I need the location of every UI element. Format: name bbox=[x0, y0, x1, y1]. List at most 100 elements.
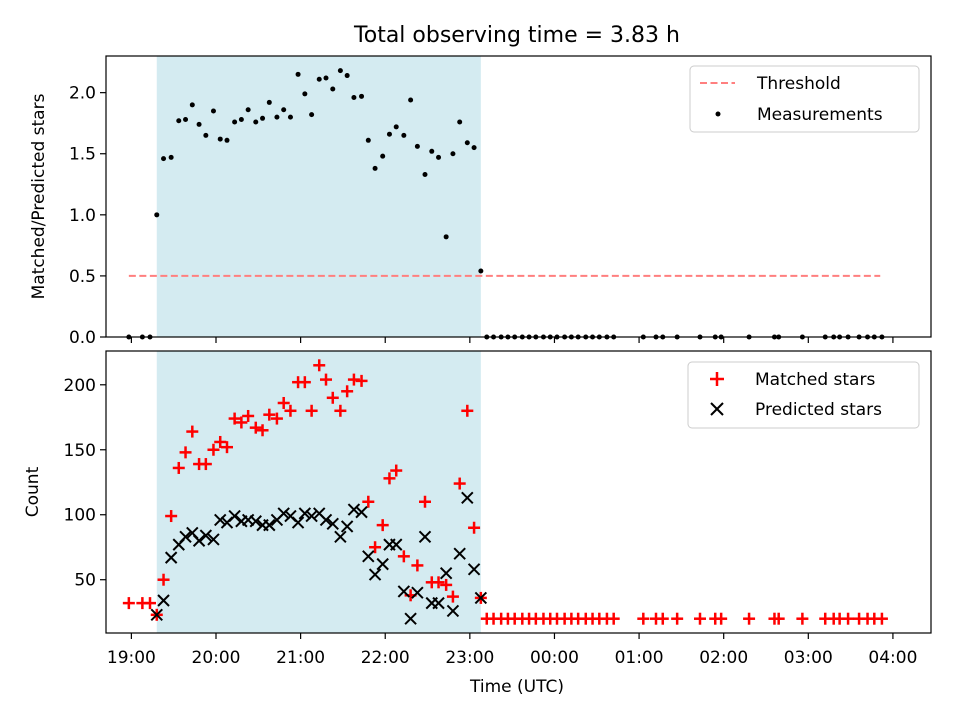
matched-star-point bbox=[207, 443, 220, 456]
predicted-star-point bbox=[418, 530, 432, 544]
matched-star-point bbox=[270, 412, 283, 425]
measurement-point bbox=[337, 68, 343, 74]
x-tick-label: 22:00 bbox=[361, 648, 410, 668]
legend-measurement-swatch bbox=[715, 111, 721, 117]
ratio-y-tick-label: 2.0 bbox=[69, 84, 96, 104]
matched-star-point bbox=[355, 374, 368, 387]
ratio-y-tick-label: 1.0 bbox=[69, 206, 96, 226]
measurement-point bbox=[471, 145, 477, 151]
matched-star-point bbox=[772, 612, 785, 625]
measurement-point bbox=[436, 154, 442, 160]
matched-star-point bbox=[235, 416, 248, 429]
predicted-star-point bbox=[179, 530, 192, 544]
matched-star-point bbox=[277, 396, 290, 409]
predicted-star-point bbox=[432, 596, 445, 610]
measurement-point bbox=[203, 132, 209, 138]
count-y-tick-label: 100 bbox=[64, 506, 96, 526]
x-tick-label: 01:00 bbox=[615, 648, 664, 668]
measurement-point bbox=[323, 75, 329, 81]
predicted-star-point bbox=[207, 533, 220, 546]
ratio-panel: 0.00.51.01.52.0 Matched/Predicted stars … bbox=[29, 55, 932, 348]
measurement-point bbox=[281, 107, 287, 113]
matched-star-point bbox=[432, 576, 445, 589]
x-tick-label: 00:00 bbox=[530, 648, 579, 668]
ratio-y-tick-label: 1.5 bbox=[69, 145, 96, 165]
matched-star-point bbox=[214, 435, 227, 448]
matched-star-point bbox=[122, 597, 135, 610]
predicted-star-point bbox=[249, 515, 262, 528]
predicted-star-point bbox=[326, 517, 339, 531]
matched-star-point bbox=[397, 550, 410, 563]
legend-matched-swatch bbox=[710, 372, 724, 386]
count-y-axis-label: Count bbox=[23, 466, 43, 517]
measurement-point bbox=[365, 137, 371, 143]
matched-star-point bbox=[256, 424, 269, 437]
matched-star-point bbox=[453, 477, 466, 490]
matched-star-point bbox=[842, 612, 855, 625]
count-legend: Matched stars Predicted stars bbox=[687, 361, 920, 429]
measurement-point bbox=[408, 97, 414, 103]
measurement-point bbox=[224, 137, 230, 143]
predicted-star-point bbox=[150, 608, 163, 622]
matched-star-point bbox=[326, 391, 339, 404]
measurement-point bbox=[168, 154, 174, 160]
matched-star-point bbox=[199, 458, 212, 471]
predicted-star-point bbox=[390, 538, 403, 551]
measurement-point bbox=[443, 234, 449, 240]
matched-star-point bbox=[242, 409, 255, 422]
predicted-star-point bbox=[411, 586, 424, 599]
matched-star-point bbox=[362, 495, 375, 508]
matched-star-point bbox=[796, 612, 809, 625]
matched-star-point bbox=[249, 421, 262, 434]
matched-star-point bbox=[228, 412, 241, 425]
matched-star-point bbox=[694, 612, 706, 625]
observing-window-shade bbox=[156, 56, 481, 337]
measurement-point bbox=[457, 119, 463, 125]
count-y-tick-label: 200 bbox=[64, 376, 96, 396]
predicted-star-point bbox=[214, 513, 227, 527]
ratio-y-ticks: 0.0 0.5 1.0 1.5 2.0 bbox=[69, 84, 106, 348]
matched-star-point bbox=[875, 612, 888, 625]
measurement-point bbox=[183, 117, 189, 123]
measurement-point bbox=[464, 140, 470, 146]
measurement-points bbox=[126, 68, 885, 340]
matched-star-point bbox=[419, 495, 431, 508]
count-y-tick-label: 150 bbox=[64, 441, 96, 461]
predicted-star-point bbox=[376, 557, 389, 571]
measurement-point bbox=[386, 131, 392, 137]
measurement-point bbox=[316, 76, 322, 82]
x-tick-label: 21:00 bbox=[276, 648, 325, 668]
matched-star-point bbox=[637, 612, 650, 625]
x-tick-label: 23:00 bbox=[445, 648, 494, 668]
measurement-point bbox=[161, 156, 167, 162]
matched-star-point bbox=[298, 376, 311, 389]
matched-star-point bbox=[743, 612, 756, 625]
predicted-star-point bbox=[298, 507, 312, 520]
measurement-point bbox=[351, 95, 357, 101]
x-tick-label: 02:00 bbox=[699, 648, 748, 668]
measurement-point bbox=[401, 132, 407, 138]
predicted-star-point bbox=[474, 591, 488, 605]
measurement-point bbox=[359, 93, 365, 99]
predicted-star-point bbox=[453, 547, 466, 560]
x-tick-label: 04:00 bbox=[868, 648, 917, 668]
matched-star-point bbox=[305, 404, 318, 417]
predicted-star-point bbox=[164, 551, 178, 564]
matched-star-point bbox=[383, 472, 396, 485]
predicted-star-point bbox=[439, 567, 453, 580]
ratio-panel-frame bbox=[105, 55, 932, 338]
measurement-point bbox=[176, 118, 182, 124]
count-panel: 50 100 150 200 19:00 20:00 21:00 22:00 23:00 00:… bbox=[23, 350, 932, 697]
matched-star-point bbox=[157, 573, 170, 586]
x-tick-label: 19:00 bbox=[107, 648, 156, 668]
predicted-star-point bbox=[362, 550, 375, 563]
matched-star-point bbox=[347, 373, 360, 386]
measurement-point bbox=[287, 114, 293, 120]
matched-star-point bbox=[186, 425, 199, 438]
ratio-x-ticks bbox=[130, 337, 894, 343]
legend-measurement-label: Measurements bbox=[757, 105, 883, 125]
measurement-point bbox=[309, 112, 315, 118]
count-legend-box bbox=[687, 361, 920, 429]
measurement-point bbox=[232, 119, 238, 125]
matched-star-point bbox=[144, 597, 156, 610]
